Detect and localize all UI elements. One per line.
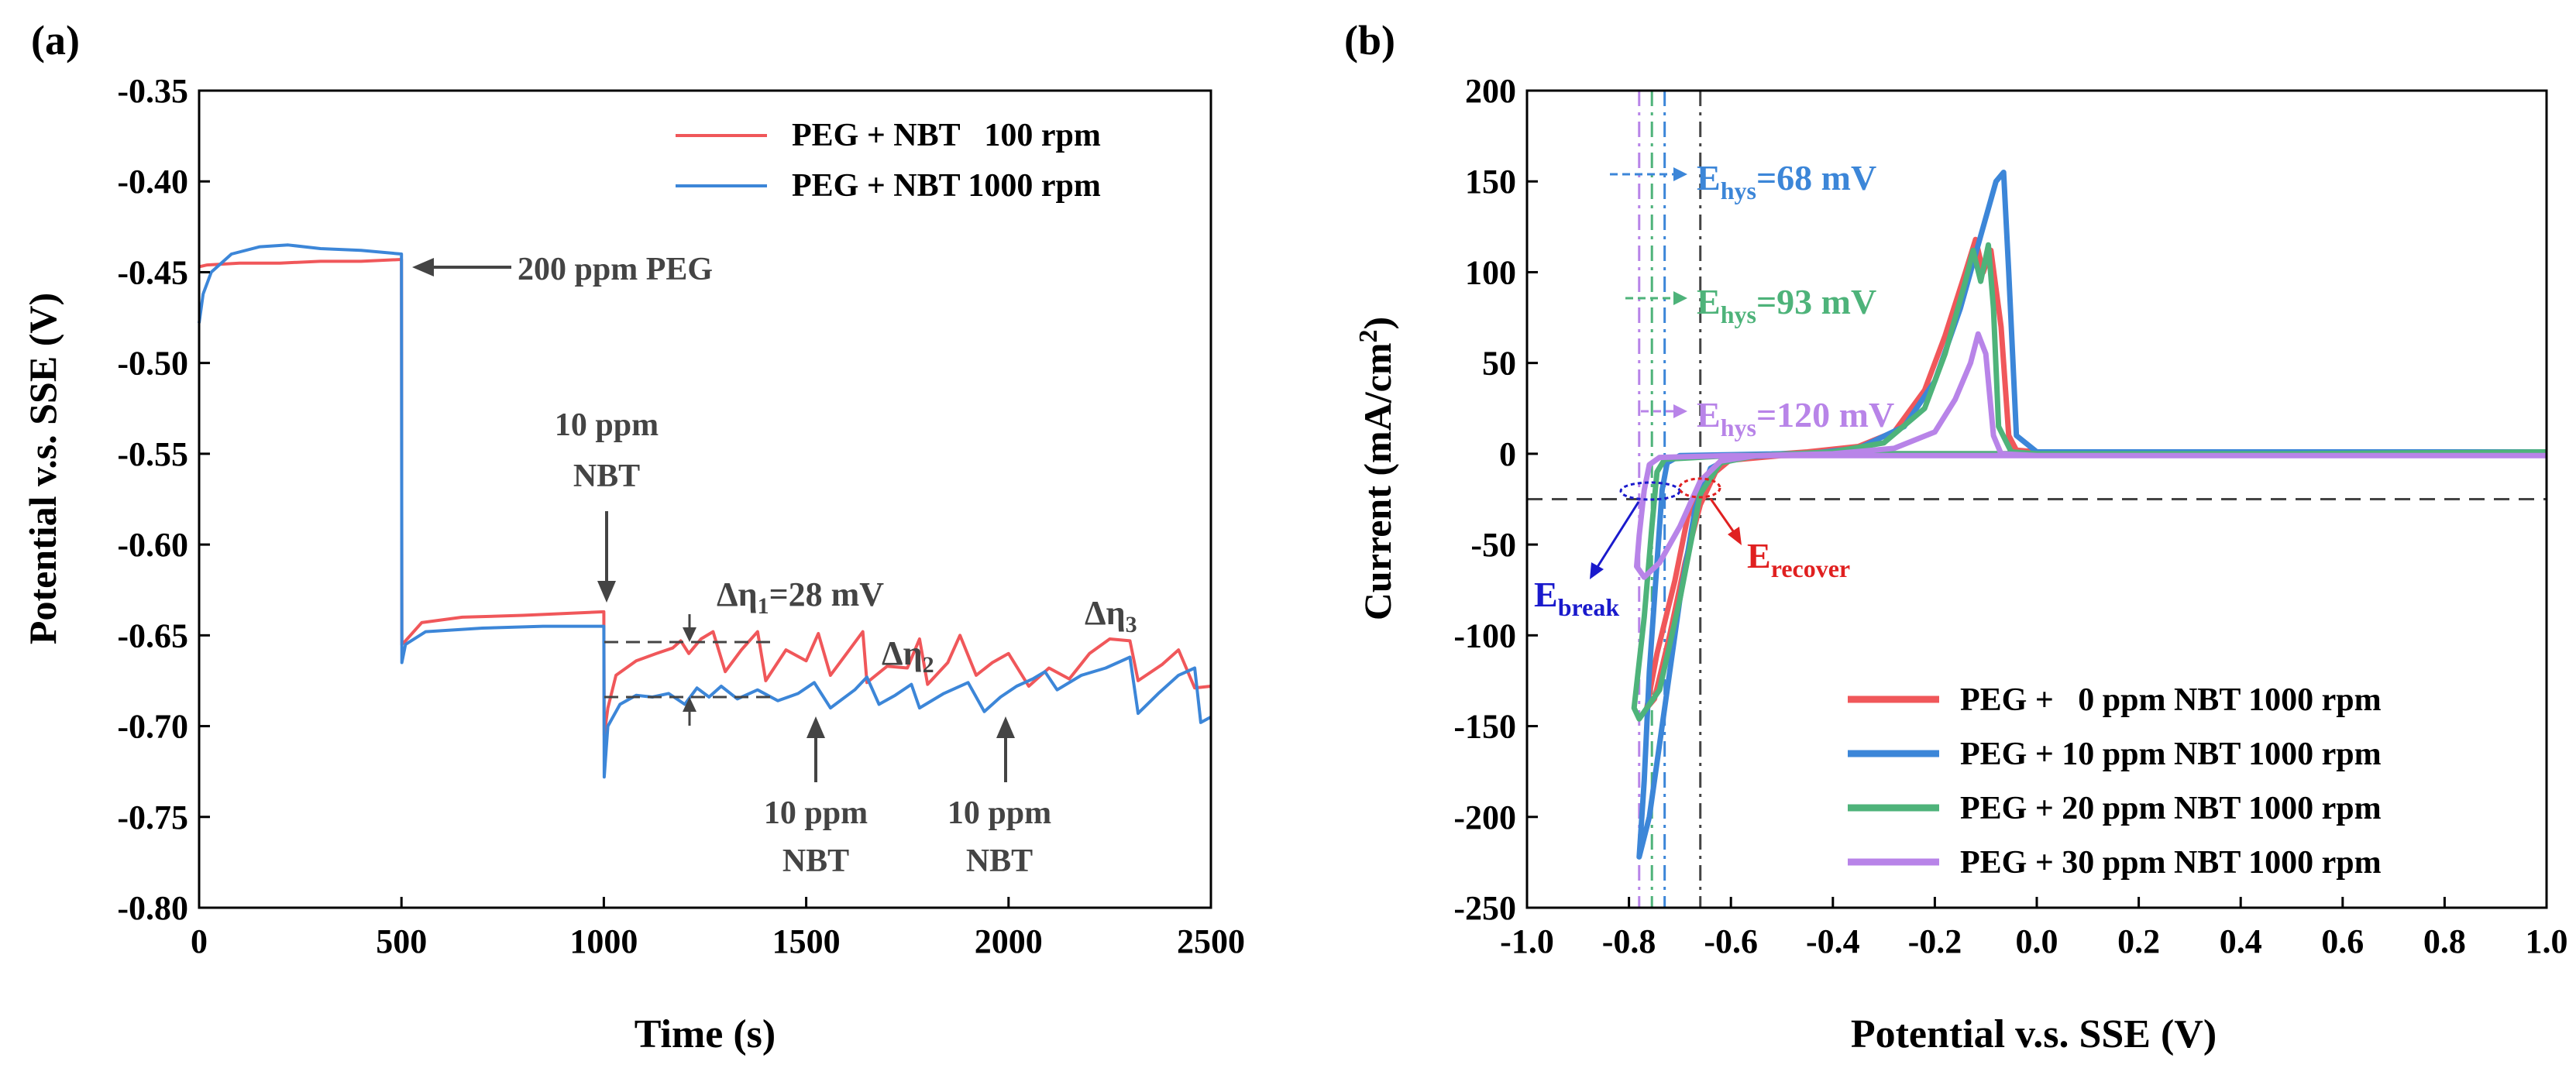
panel-b-ytick-label: 50 (1482, 345, 1516, 383)
arrow-nbt-3-head (996, 716, 1015, 738)
break-ellipse (1619, 481, 1681, 501)
annotation-nbt-1-line1: 10 ppm (555, 407, 659, 443)
panel-a-ytick-label: -0.60 (117, 526, 188, 564)
series-line-0 (198, 258, 1212, 737)
panel-b-break-recover: Ebreak Erecover (1534, 477, 1850, 621)
panel-b-ticks-group: -1.0 -0.8 -0.6 -0.4 -0.2 0.0 0.2 0.4 0.6 0.8 1.0 20… (1453, 72, 2567, 960)
hys-green-label: Ehys=93 mV (1697, 282, 1876, 328)
hys-purple-arrow-head (1673, 404, 1687, 418)
panel-b-xtick-label: -0.6 (1704, 922, 1758, 960)
annotation-nbt-2-line2: NBT (782, 843, 849, 879)
panel-b-plot-frame (1525, 89, 2548, 909)
panel-a-xlabel: Time (s) (635, 1012, 776, 1056)
panel-a-xtick-label: 500 (376, 922, 427, 960)
panel-b-ytick-label: 0 (1499, 435, 1516, 473)
hys-green-arrow-head (1673, 291, 1687, 305)
panel-b-ytick-label: -200 (1453, 799, 1516, 836)
legend-label-0ppm: PEG + 0 ppm NBT 1000 rpm (1960, 682, 2382, 718)
panel-b-legend: PEG + 0 ppm NBT 1000 rpm PEG + 10 ppm NB… (1848, 682, 2382, 881)
panel-a-label: (a) (31, 17, 80, 64)
panel-b-ylabel: Current (mA/cm2) (1354, 317, 1399, 620)
panel-b-ytick-label: -50 (1470, 526, 1516, 564)
panel-b-ytick-label: 150 (1465, 163, 1516, 201)
annotation-nbt-3-line2: NBT (966, 843, 1033, 879)
panel-b-xtick-label: -0.8 (1602, 922, 1656, 960)
panel-a-ytick-label: -0.80 (117, 889, 188, 927)
panel-b-label: (b) (1344, 17, 1395, 64)
annotation-nbt-2-line1: 10 ppm (764, 795, 868, 831)
legend-label-20ppm: PEG + 20 ppm NBT 1000 rpm (1960, 791, 2382, 826)
panel-a-ytick-label: -0.55 (117, 435, 188, 473)
recover-ellipse (1678, 477, 1721, 499)
series-line-3 (1634, 331, 2547, 580)
panel-a-ylabel: Potential v.s. SSE (V) (21, 293, 64, 644)
delta-eta-2-label: Δη2 (882, 634, 934, 678)
delta-eta-1-label: Δη1=28 mV (717, 575, 884, 619)
panel-a-ytick-label: -0.50 (117, 345, 188, 383)
panel-b-ytick-label: 100 (1465, 253, 1516, 291)
panel-a-annotations: 200 ppm PEG 10 ppm NBT 10 ppm NBT 10 ppm… (412, 252, 1137, 879)
delta-eta-1-arrow-bottom-head (683, 697, 696, 712)
annotation-peg: 200 ppm PEG (518, 252, 713, 287)
panel-a-ticks-group: 0 500 1000 1500 2000 2500 -0.35 -0.40 -0.45 -0.50… (117, 72, 1245, 960)
panel-b: (b) -1.0 -0.8 -0.6 -0.4 -0.2 0.0 0.2 0.4 0.6 0.8 1… (1344, 17, 2568, 1056)
panel-b-xlabel: Potential v.s. SSE (V) (1851, 1012, 2217, 1056)
panel-b-series-group (1631, 170, 2547, 860)
annotation-nbt-3-line1: 10 ppm (948, 795, 1051, 831)
panel-b-ytick-label: -250 (1453, 889, 1516, 927)
hys-blue-arrow-head (1673, 167, 1687, 181)
annotation-nbt-1-line2: NBT (573, 459, 640, 494)
series-line-1 (198, 243, 1212, 779)
panel-b-reference-lines (1527, 91, 2547, 908)
panel-a-xtick-label: 0 (191, 922, 208, 960)
panel-a-xtick-label: 2000 (975, 922, 1043, 960)
panel-a-plot-frame (198, 89, 1212, 909)
arrow-nbt-1-head (597, 581, 616, 603)
panel-a-xtick-label: 2500 (1177, 922, 1245, 960)
panel-a-ytick-label: -0.45 (117, 253, 188, 291)
hys-blue-label: Ehys=68 mV (1697, 158, 1876, 204)
arrow-peg-head (412, 258, 434, 276)
break-label: Ebreak (1534, 575, 1619, 621)
panel-a-ytick-label: -0.35 (117, 72, 188, 110)
panel-a-xtick-label: 1000 (569, 922, 638, 960)
recover-label: Erecover (1747, 536, 1850, 582)
panel-a: (a) 0 500 1000 1500 2000 2500 -0.35 -0.40 -0.45 -… (21, 17, 1245, 1056)
panel-a-ytick-label: -0.70 (117, 708, 188, 746)
break-arrow-line (1594, 501, 1640, 570)
legend-label-30ppm: PEG + 30 ppm NBT 1000 rpm (1960, 845, 2382, 881)
panel-b-ytick-label: 200 (1465, 72, 1516, 110)
arrow-nbt-2-head (807, 716, 825, 738)
legend-label-10ppm: PEG + 10 ppm NBT 1000 rpm (1960, 737, 2382, 772)
panel-a-ytick-label: -0.40 (117, 163, 188, 201)
panel-b-xtick-label: -1.0 (1500, 922, 1554, 960)
panel-b-xtick-label: 1.0 (2526, 922, 2568, 960)
panel-b-xtick-label: 0.8 (2423, 922, 2466, 960)
delta-eta-3-label: Δη3 (1085, 594, 1137, 637)
panel-b-xtick-label: 0.0 (2016, 922, 2058, 960)
panel-a-ytick-label: -0.65 (117, 616, 188, 654)
panel-b-xtick-label: 0.6 (2321, 922, 2364, 960)
panel-a-legend: PEG + NBT 100 rpm PEG + NBT 1000 rpm (676, 118, 1101, 204)
panel-b-hys-annotations: Ehys=68 mV Ehys=93 mV Ehys=120 mV (1610, 158, 1894, 441)
panel-b-xtick-label: -0.4 (1806, 922, 1860, 960)
delta-eta-1-arrow-top-head (683, 627, 696, 642)
hys-purple-label: Ehys=120 mV (1697, 395, 1894, 441)
panel-b-ytick-label: -100 (1453, 616, 1516, 654)
legend-label-1000rpm: PEG + NBT 1000 rpm (792, 168, 1101, 204)
panel-a-series-group (198, 243, 1212, 779)
panel-b-xtick-label: -0.2 (1908, 922, 1962, 960)
break-arrow-head (1590, 562, 1604, 579)
recover-arrow-line (1709, 498, 1737, 535)
legend-label-100rpm: PEG + NBT 100 rpm (792, 118, 1101, 153)
panel-a-xtick-label: 1500 (772, 922, 841, 960)
panel-a-ytick-label: -0.75 (117, 799, 188, 836)
panel-b-xtick-label: 0.4 (2220, 922, 2262, 960)
panel-b-xtick-label: 0.2 (2117, 922, 2160, 960)
panel-b-ytick-label: -150 (1453, 708, 1516, 746)
recover-arrow-head (1728, 527, 1742, 545)
